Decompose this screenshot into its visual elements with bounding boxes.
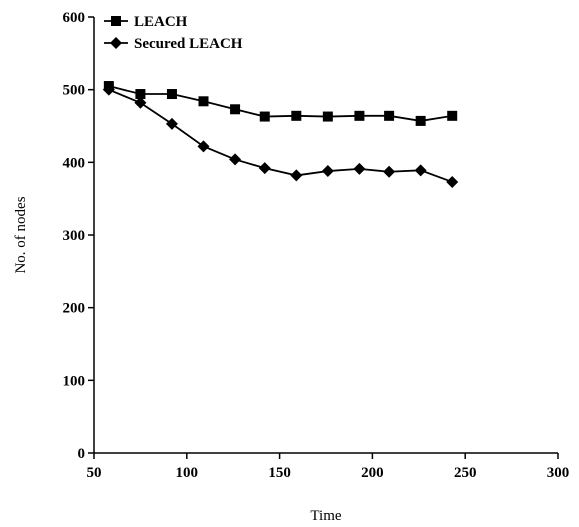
data-point-leach [447, 110, 458, 121]
data-point-leach [384, 110, 395, 121]
y-tick-label: 500 [63, 83, 86, 99]
data-point-leach [166, 89, 177, 100]
data-point-secured-leach [165, 117, 178, 130]
data-point-leach [291, 110, 302, 121]
x-tick-label: 250 [454, 465, 477, 481]
data-point-leach [415, 115, 426, 126]
x-tick-label: 300 [547, 465, 570, 481]
legend-marker [110, 37, 122, 49]
legend-label: LEACH [134, 14, 188, 30]
data-point-secured-leach [383, 165, 396, 178]
data-point-secured-leach [229, 153, 242, 166]
y-tick-label: 100 [63, 373, 86, 389]
legend-label: Secured LEACH [134, 36, 243, 52]
x-tick-label: 100 [176, 465, 199, 481]
data-point-secured-leach [134, 96, 147, 109]
series-line-secured-leach [108, 88, 453, 183]
series-secured-leach [102, 83, 459, 188]
legend-marker [111, 16, 121, 26]
data-point-secured-leach [353, 162, 366, 175]
series-leach [103, 81, 458, 126]
data-point-secured-leach [102, 83, 115, 96]
data-point-secured-leach [414, 164, 427, 177]
series-line-leach [108, 85, 453, 122]
data-point-leach [322, 111, 333, 122]
y-tick-label: 300 [63, 228, 86, 244]
data-point-leach [354, 110, 365, 121]
data-point-secured-leach [258, 162, 271, 175]
legend-item-secured-leach: Secured LEACH [104, 36, 243, 52]
y-tick-label: 0 [78, 446, 86, 462]
legend-item-leach: LEACH [104, 14, 188, 30]
series-layer [102, 81, 459, 188]
x-axis-title: Time [310, 508, 341, 524]
data-point-secured-leach [290, 169, 303, 182]
ticks: 0 100 200 300 400 500 600 50 100 150 200 250 300 [63, 10, 570, 481]
legend: LEACH Secured LEACH [104, 14, 243, 52]
x-tick-label: 150 [268, 465, 291, 481]
data-point-leach [135, 89, 146, 100]
data-point-secured-leach [446, 175, 459, 188]
x-tick-label: 200 [361, 465, 384, 481]
data-point-secured-leach [321, 165, 334, 178]
y-tick-label: 200 [63, 301, 86, 317]
data-point-leach [259, 111, 270, 122]
axes [93, 17, 558, 454]
y-tick-label: 600 [63, 10, 86, 26]
y-tick-label: 400 [63, 155, 86, 171]
data-point-leach [198, 96, 209, 107]
data-point-secured-leach [197, 140, 210, 153]
data-point-leach [230, 104, 241, 115]
y-axis-title: No. of nodes [13, 196, 29, 273]
x-tick-label: 50 [87, 465, 102, 481]
